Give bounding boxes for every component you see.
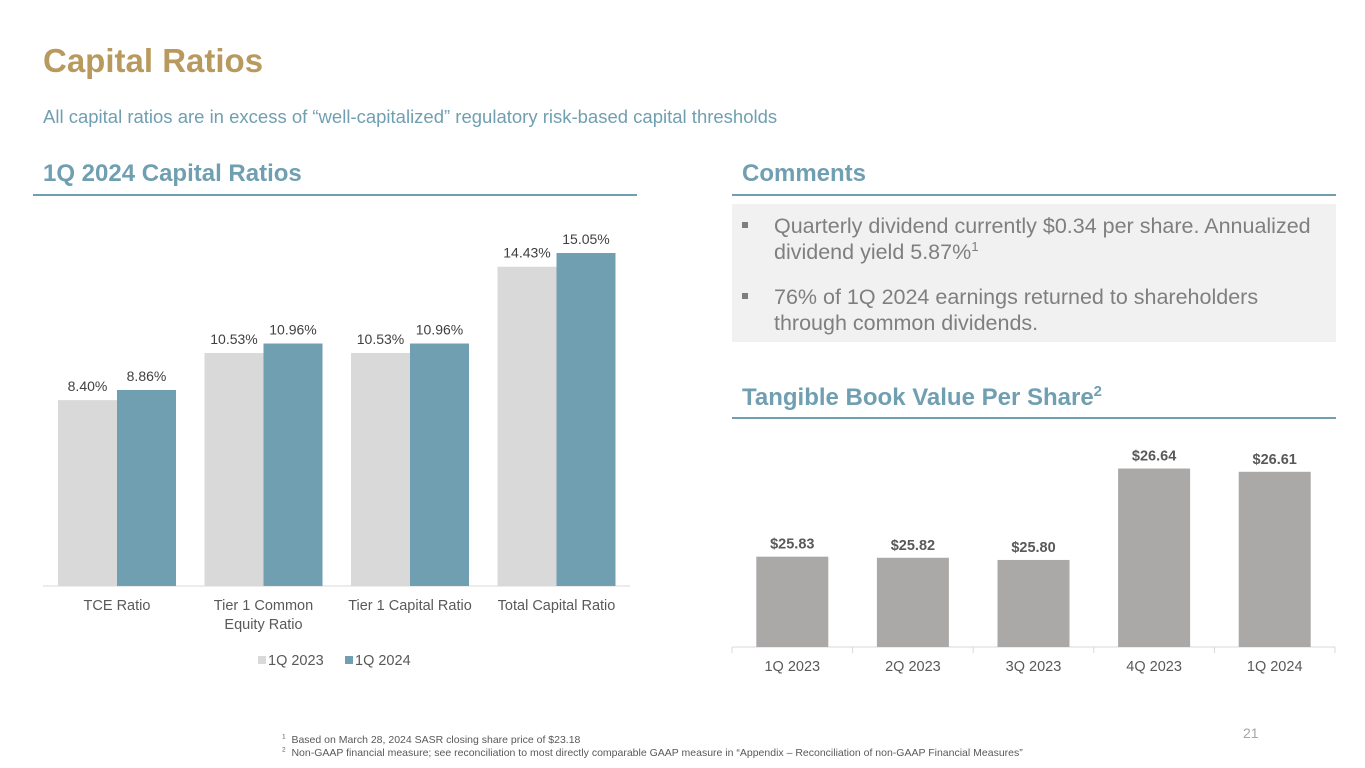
comment-text: 76% of 1Q 2024 earnings returned to shar… — [774, 285, 1259, 335]
tbv-title-text: Tangible Book Value Per Share — [742, 384, 1094, 411]
tbv-divider — [732, 417, 1336, 419]
bar-1q-2024 — [556, 253, 616, 587]
page-number: 21 — [1243, 725, 1259, 741]
category-label: 4Q 2023 — [1126, 659, 1182, 675]
footnote-2: 2 Non-GAAP financial measure; see reconc… — [282, 746, 1023, 759]
comments-title: Comments — [742, 160, 867, 187]
data-label: 10.53% — [357, 331, 404, 347]
data-label: 8.86% — [127, 368, 167, 384]
comment-text: Quarterly dividend currently $0.34 per s… — [774, 214, 1311, 264]
legend-label: 1Q 2023 — [268, 653, 324, 669]
category-label: Total Capital Ratio — [498, 598, 616, 614]
category-label: 1Q 2023 — [764, 659, 820, 675]
category-label: Tier 1 Capital Ratio — [348, 598, 472, 614]
category-label: TCE Ratio — [84, 598, 151, 614]
tbv-bar — [1118, 468, 1191, 647]
category-label: Tier 1 Common — [214, 598, 313, 614]
category-label: Equity Ratio — [224, 617, 302, 633]
legend-label: 1Q 2024 — [355, 653, 411, 669]
footnotes: 1 Based on March 28, 2024 SASR closing s… — [282, 734, 1023, 760]
tbv-chart: $25.83 1Q 2023 $25.82 2Q 2023 $25.80 3Q 2023 $… — [731, 449, 1336, 675]
capital-ratios-section-title: 1Q 2024 Capital Ratios — [43, 160, 302, 187]
data-label: 14.43% — [503, 245, 550, 261]
data-label: 10.96% — [269, 322, 316, 338]
tbv-bar — [876, 557, 949, 647]
category-label: 1Q 2024 — [1247, 659, 1303, 675]
bar-1q-2023 — [204, 353, 264, 586]
data-label: $25.80 — [1011, 540, 1055, 556]
capital-ratios-chart: 8.40% 8.86% TCE Ratio 10.53% 10.96% Tier 1 Co… — [43, 231, 630, 669]
comments-box: Quarterly dividend currently $0.34 per s… — [732, 204, 1336, 342]
legend-swatch — [345, 656, 353, 664]
bar-1q-2023 — [351, 353, 410, 586]
footnote-marker: 1 — [971, 238, 979, 254]
capital-ratios-divider — [33, 194, 637, 196]
data-label: $26.64 — [1132, 449, 1176, 465]
tbv-bar — [756, 556, 829, 647]
data-label: 8.40% — [68, 378, 108, 394]
bullet-square-icon — [742, 222, 748, 228]
bar-1q-2024 — [263, 343, 323, 586]
tbv-section-title: Tangible Book Value Per Share2 — [742, 384, 1102, 412]
category-label: 3Q 2023 — [1006, 659, 1062, 675]
data-label: $26.61 — [1253, 452, 1297, 468]
category-label: 2Q 2023 — [885, 659, 941, 675]
data-label: 10.96% — [416, 322, 463, 338]
footnote-marker: 2 — [1093, 384, 1102, 400]
footnote-1: 1 Based on March 28, 2024 SASR closing s… — [282, 733, 581, 746]
data-label: $25.82 — [891, 538, 935, 554]
slide-title: Capital Ratios — [43, 42, 264, 79]
bar-1q-2023 — [497, 266, 557, 586]
comments-divider — [732, 194, 1336, 196]
bar-1q-2024 — [117, 389, 176, 586]
bar-1q-2023 — [58, 400, 117, 586]
bar-1q-2024 — [410, 343, 469, 586]
bullet-square-icon — [742, 293, 748, 299]
legend-swatch — [258, 656, 266, 664]
tbv-bar — [997, 559, 1070, 647]
tbv-bar — [1238, 471, 1311, 647]
comment-bullet: Quarterly dividend currently $0.34 per s… — [742, 213, 1322, 265]
data-label: 10.53% — [210, 331, 257, 347]
comment-bullet: 76% of 1Q 2024 earnings returned to shar… — [742, 284, 1322, 336]
slide-subtitle: All capital ratios are in excess of “wel… — [43, 106, 778, 127]
data-label: $25.83 — [770, 537, 814, 553]
data-label: 15.05% — [562, 231, 609, 247]
